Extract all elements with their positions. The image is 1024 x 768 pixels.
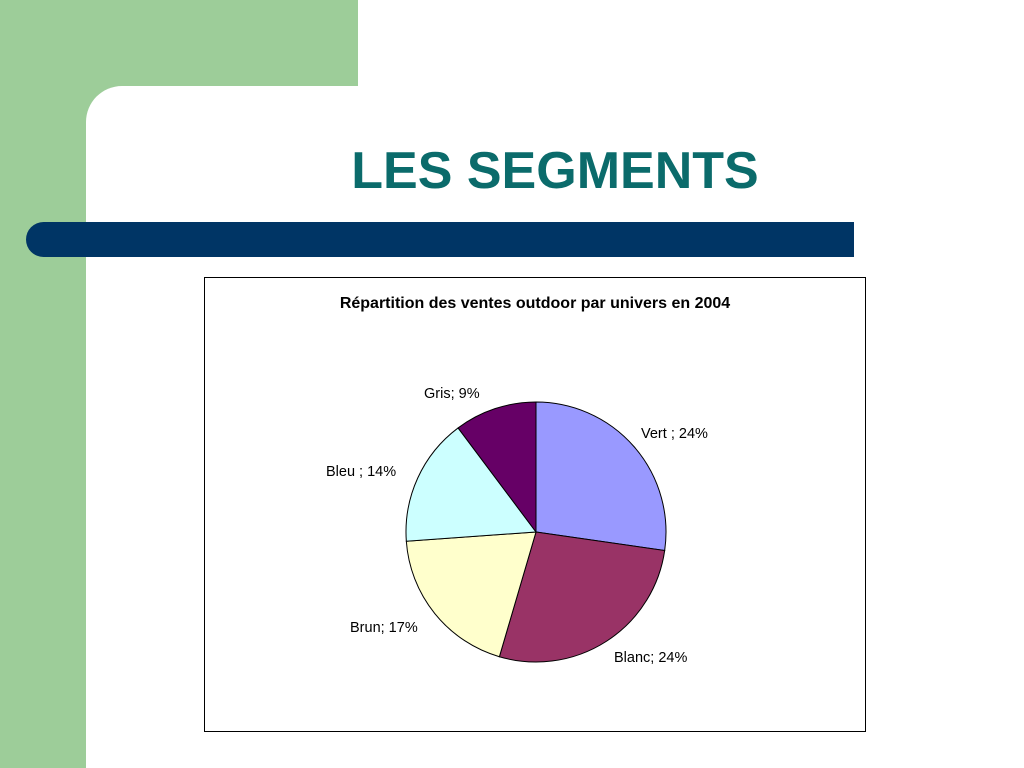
pie-slice-vert [535, 401, 667, 552]
slice-label-bleu: Bleu ; 14% [326, 464, 397, 480]
pie-slice-gris [457, 401, 537, 534]
pie-slice-bleu [405, 427, 537, 542]
pie-chart-plot [405, 401, 667, 663]
pie-chart: Répartition des ventes outdoor par unive… [204, 277, 866, 732]
slide-title: LES SEGMENTS [351, 142, 759, 200]
slice-label-gris: Gris; 9% [424, 386, 480, 402]
slice-label-blanc: Blanc; 24% [614, 650, 688, 666]
title-underline-bar [26, 222, 854, 257]
pie-slice-brun [405, 531, 537, 658]
pie-slice-blanc [498, 531, 666, 663]
slice-label-brun: Brun; 17% [350, 620, 418, 636]
chart-title: Répartition des ventes outdoor par unive… [339, 295, 731, 312]
slice-label-vert: Vert ; 24% [641, 426, 708, 442]
